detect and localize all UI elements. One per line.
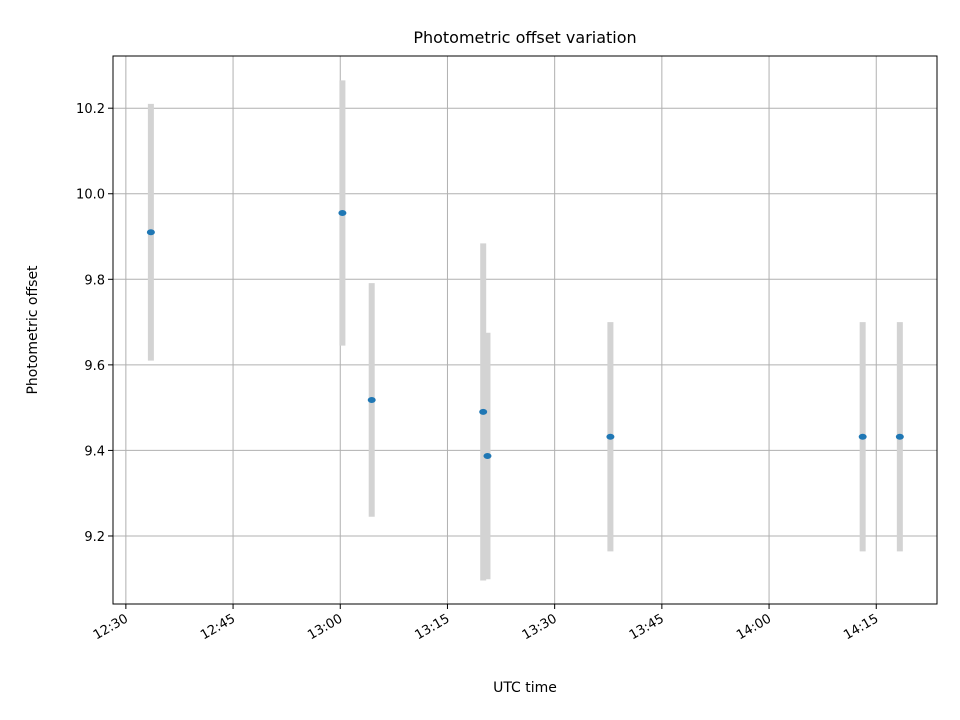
x-tick-label: 13:45	[627, 611, 667, 643]
x-tick-label: 12:45	[198, 611, 238, 643]
data-point	[483, 452, 492, 459]
data-points	[146, 209, 904, 459]
x-axis-label: UTC time	[493, 680, 557, 696]
y-axis-label: Photometric offset	[25, 265, 41, 395]
data-point	[367, 396, 376, 403]
x-tick-label: 13:30	[520, 611, 560, 643]
x-tick-label: 14:00	[734, 611, 774, 643]
data-point	[895, 433, 904, 440]
x-tick-label: 13:15	[413, 611, 453, 643]
data-point	[479, 408, 488, 415]
grid	[113, 56, 937, 604]
data-point	[146, 229, 155, 236]
error-bars	[147, 80, 903, 581]
x-tick-label: 12:30	[91, 611, 131, 643]
y-tick-label: 9.2	[84, 530, 105, 545]
y-tick-label: 9.4	[84, 444, 105, 459]
plot-area-frame	[112, 55, 938, 605]
x-tick-label: 13:00	[305, 611, 345, 643]
data-point	[858, 433, 867, 440]
data-point	[606, 433, 615, 440]
data-point	[338, 209, 347, 216]
y-tick-label: 9.6	[84, 359, 105, 374]
y-tick-label: 10.0	[76, 188, 105, 203]
y-tick-label: 9.8	[84, 273, 105, 288]
y-tick-label: 10.2	[76, 102, 105, 117]
chart-title: Photometric offset variation	[413, 28, 636, 47]
y-ticks: 9.2 9.4 9.6 9.8 10.0 10.2	[76, 102, 113, 545]
x-tick-label: 14:15	[841, 611, 881, 643]
x-ticks: 12:30 12:45 13:00 13:15 13:30 13:45 14:00 14:15	[91, 604, 881, 643]
